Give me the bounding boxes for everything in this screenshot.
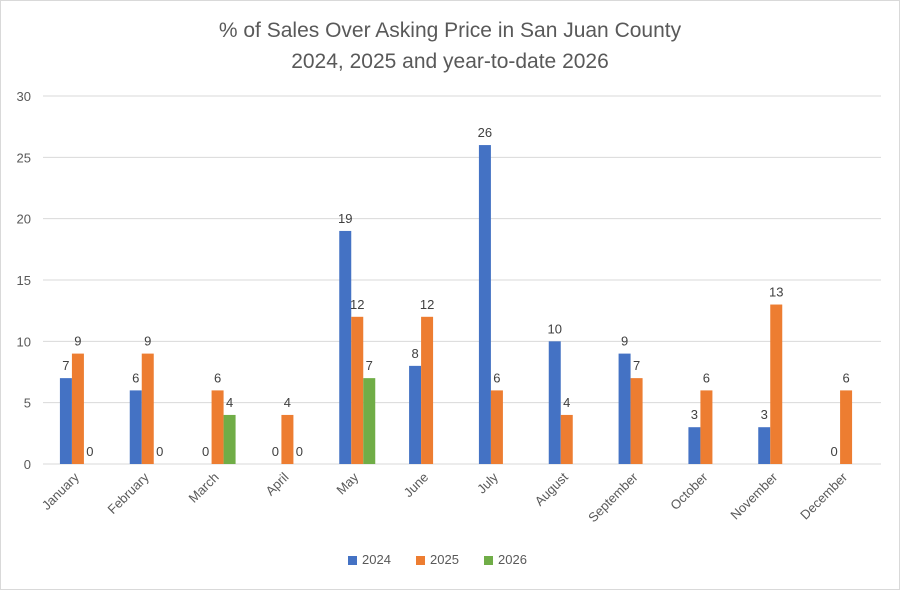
legend-label-2026: 2026 bbox=[498, 552, 527, 567]
data-label-2025-december: 6 bbox=[842, 370, 849, 385]
data-label-2026-april: 0 bbox=[296, 444, 303, 459]
x-category-september: September bbox=[585, 469, 641, 525]
bar-2024-october bbox=[688, 427, 701, 464]
y-tick-label: 15 bbox=[17, 273, 31, 288]
legend-swatch-2026 bbox=[484, 556, 493, 565]
bar-2024-january bbox=[59, 378, 72, 464]
x-category-june: June bbox=[401, 470, 432, 501]
data-label-2025-april: 4 bbox=[284, 395, 291, 410]
bar-2025-june bbox=[421, 316, 434, 464]
data-label-2026-january: 0 bbox=[86, 444, 93, 459]
legend-label-2024: 2024 bbox=[362, 552, 391, 567]
data-label-2025-july: 6 bbox=[493, 370, 500, 385]
gridlines bbox=[43, 95, 881, 465]
y-tick-label: 10 bbox=[17, 334, 31, 349]
bar-2024-september bbox=[618, 353, 631, 464]
bar-2024-july bbox=[478, 145, 491, 465]
y-tick-label: 0 bbox=[24, 457, 31, 472]
x-category-february: February bbox=[104, 469, 152, 517]
data-label-2024-april: 0 bbox=[272, 444, 279, 459]
chart-title-line-1: % of Sales Over Asking Price in San Juan… bbox=[219, 19, 682, 42]
bar-2026-march bbox=[223, 414, 236, 464]
data-label-2024-august: 10 bbox=[548, 321, 562, 336]
data-label-2024-september: 9 bbox=[621, 334, 628, 349]
data-label-2024-march: 0 bbox=[202, 444, 209, 459]
data-label-2024-november: 3 bbox=[761, 407, 768, 422]
bar-2025-april bbox=[281, 414, 294, 464]
bar-2025-january bbox=[71, 353, 84, 464]
y-tick-label: 5 bbox=[24, 396, 31, 411]
bar-2024-november bbox=[758, 427, 771, 464]
y-axis-ticks: 0 5 10 15 20 25 30 bbox=[17, 89, 31, 472]
data-label-2025-september: 7 bbox=[633, 358, 640, 373]
bar-2025-february bbox=[141, 353, 154, 464]
data-label-2025-march: 6 bbox=[214, 370, 221, 385]
bar-2025-march bbox=[211, 390, 224, 464]
data-label-2025-january: 9 bbox=[74, 334, 81, 349]
x-category-march: March bbox=[186, 470, 222, 506]
bar-2026-may bbox=[363, 378, 376, 464]
data-label-2025-february: 9 bbox=[144, 334, 151, 349]
y-tick-label: 20 bbox=[17, 212, 31, 227]
bar-2024-may bbox=[339, 230, 352, 464]
x-category-january: January bbox=[39, 469, 83, 513]
legend: 2024 2025 2026 bbox=[348, 552, 527, 567]
bar-2024-august bbox=[548, 341, 561, 464]
x-category-july: July bbox=[474, 469, 501, 496]
bar-2025-october bbox=[700, 390, 713, 464]
data-label-2024-june: 8 bbox=[411, 346, 418, 361]
bar-2025-september bbox=[630, 378, 643, 464]
x-axis-categories: January February March April May June July Augu… bbox=[39, 469, 851, 525]
bar-2025-december bbox=[840, 390, 853, 464]
data-label-2024-may: 19 bbox=[338, 211, 352, 226]
y-tick-label: 25 bbox=[17, 150, 31, 165]
bar-2024-june bbox=[409, 365, 422, 464]
bars bbox=[59, 145, 853, 465]
legend-label-2025: 2025 bbox=[430, 552, 459, 567]
y-tick-label: 30 bbox=[17, 89, 31, 104]
data-label-2024-october: 3 bbox=[691, 407, 698, 422]
data-label-2025-august: 4 bbox=[563, 395, 570, 410]
data-label-2025-october: 6 bbox=[703, 370, 710, 385]
x-category-december: December bbox=[797, 469, 850, 522]
data-label-2025-november: 13 bbox=[769, 285, 783, 300]
x-category-november: November bbox=[727, 469, 780, 522]
data-label-2025-may: 12 bbox=[350, 297, 364, 312]
data-label-2024-january: 7 bbox=[62, 358, 69, 373]
bar-2025-july bbox=[490, 390, 503, 464]
x-category-april: April bbox=[263, 469, 292, 498]
bar-2025-november bbox=[770, 304, 783, 464]
bar-2025-august bbox=[560, 414, 573, 464]
legend-swatch-2025 bbox=[416, 556, 425, 565]
chart-title-line-2: 2024, 2025 and year-to-date 2026 bbox=[291, 50, 609, 73]
data-label-2025-june: 12 bbox=[420, 297, 434, 312]
x-category-may: May bbox=[333, 469, 361, 497]
legend-swatch-2024 bbox=[348, 556, 357, 565]
data-label-2024-february: 6 bbox=[132, 370, 139, 385]
data-label-2024-december: 0 bbox=[830, 444, 837, 459]
bar-2025-may bbox=[351, 316, 364, 464]
x-category-august: August bbox=[532, 469, 571, 508]
bar-2024-february bbox=[129, 390, 142, 464]
data-label-2024-july: 26 bbox=[478, 125, 492, 140]
data-label-2026-february: 0 bbox=[156, 444, 163, 459]
x-category-october: October bbox=[667, 469, 711, 513]
data-label-2026-march: 4 bbox=[226, 395, 233, 410]
data-label-2026-may: 7 bbox=[366, 358, 373, 373]
